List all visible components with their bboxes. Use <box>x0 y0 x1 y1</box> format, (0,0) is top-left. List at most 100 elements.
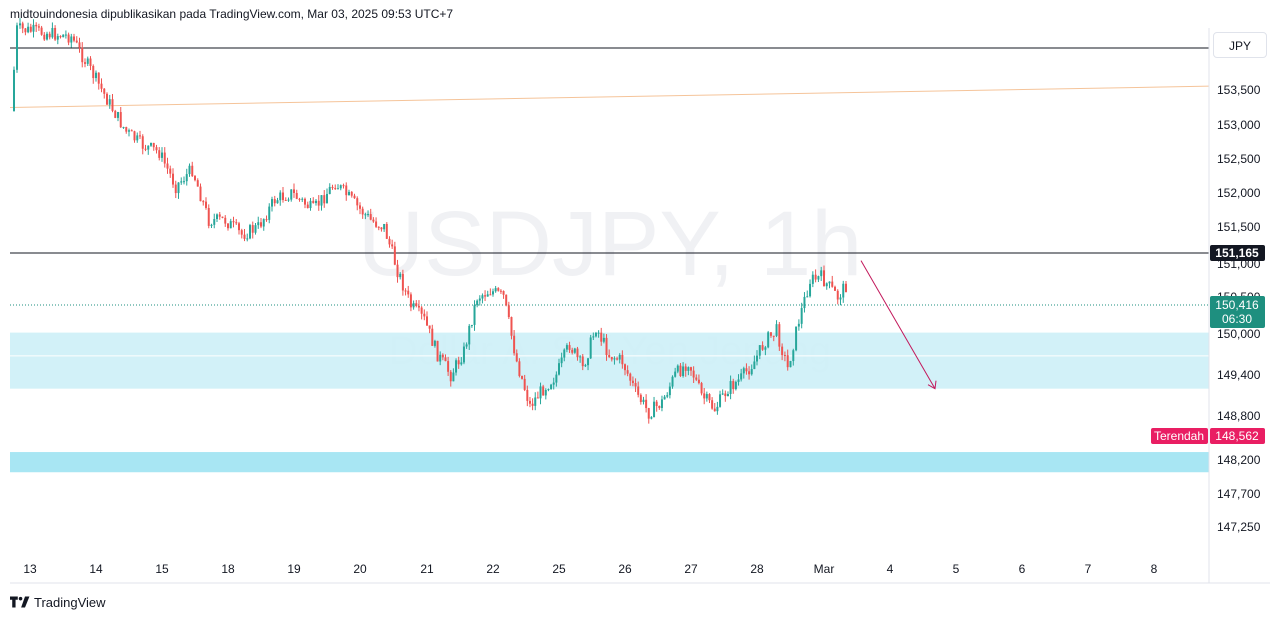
candle-body <box>462 346 465 363</box>
candle-body <box>642 399 645 402</box>
candle-body <box>839 297 842 300</box>
candle-body <box>653 401 656 418</box>
candle-body <box>249 225 251 239</box>
candle-body <box>388 238 391 245</box>
candle-body <box>428 325 431 329</box>
y-tick-label: 152,000 <box>1217 186 1261 200</box>
candle-body <box>460 362 463 365</box>
demand-zone <box>10 332 1209 389</box>
candle-body <box>703 393 706 399</box>
x-tick-label: 27 <box>684 562 698 576</box>
candle-body <box>141 136 144 149</box>
candle-body <box>251 225 254 233</box>
candle-body <box>409 294 412 308</box>
candle-body <box>59 36 62 38</box>
candle-body <box>690 367 692 371</box>
candle-body <box>304 198 306 205</box>
candle-body <box>668 386 671 396</box>
candle-body <box>139 135 141 137</box>
candle-body <box>492 291 494 295</box>
candle-body <box>199 186 202 202</box>
y-tick-label: 147,250 <box>1217 520 1261 534</box>
candle-body <box>629 373 632 381</box>
y-tick-label: 149,400 <box>1217 368 1261 382</box>
candle-body <box>232 221 235 223</box>
candle-body <box>732 381 735 390</box>
candle-body <box>287 199 290 201</box>
candle-body <box>359 205 361 209</box>
candle-body <box>803 296 806 309</box>
candle-body <box>592 336 595 338</box>
candle-body <box>750 369 753 375</box>
candle-body <box>315 200 317 204</box>
candle-body <box>326 193 328 204</box>
candle-body <box>825 283 828 287</box>
candle-body <box>372 219 375 222</box>
x-tick-label: 6 <box>1019 562 1026 576</box>
candle-body <box>323 195 326 204</box>
candle-body <box>713 408 716 412</box>
candle-body <box>497 288 500 291</box>
footer[interactable]: TradingView <box>10 593 106 611</box>
candle-body <box>73 36 75 41</box>
x-tick-label: 20 <box>353 562 367 576</box>
candle-body <box>484 295 487 297</box>
candle-body <box>605 337 608 356</box>
candle-body <box>97 72 100 84</box>
tradingview-logo-icon <box>10 596 30 608</box>
candle-body <box>542 386 545 396</box>
candle-body <box>243 234 246 239</box>
candle-body <box>377 226 380 228</box>
candle-body <box>594 332 597 337</box>
candle-body <box>600 332 603 342</box>
candle-body <box>624 364 626 371</box>
candle-body <box>128 130 130 132</box>
candle-body <box>273 199 276 204</box>
candle-body <box>155 147 158 151</box>
candle-body <box>674 371 677 377</box>
candle-body <box>660 399 663 408</box>
low-marker-price: 148,562 <box>1215 429 1259 443</box>
candle-body <box>631 380 634 384</box>
candle-body <box>268 206 271 220</box>
trend-line[interactable] <box>9 85 1210 108</box>
candle-body <box>35 24 38 27</box>
candle-body <box>740 373 743 380</box>
candle-body <box>587 358 590 366</box>
candle-body <box>119 112 122 128</box>
candle-body <box>510 317 513 336</box>
current-price-label: 150,416 <box>1215 298 1259 312</box>
candle-body <box>431 328 434 346</box>
candle-body <box>16 25 18 70</box>
candle-body <box>499 290 502 292</box>
candle-body <box>401 273 404 291</box>
candle-body <box>616 358 619 360</box>
candle-body <box>180 181 183 183</box>
candle-body <box>136 135 139 141</box>
candle-body <box>361 208 364 215</box>
candle-body <box>515 353 518 362</box>
y-tick-label: 153,500 <box>1217 83 1261 97</box>
candle-body <box>194 176 196 181</box>
candle-body <box>345 185 348 196</box>
candle-body <box>348 191 350 196</box>
candle-body <box>602 337 605 342</box>
candle-body <box>415 303 418 306</box>
candle-body <box>666 395 669 397</box>
current-price-tag <box>1210 296 1265 328</box>
candle-body <box>265 219 268 221</box>
candle-body <box>783 355 786 357</box>
candle-body <box>775 324 778 336</box>
candle-body <box>158 150 161 158</box>
candle-body <box>51 27 54 38</box>
projection-arrow[interactable] <box>860 260 936 389</box>
currency-badge[interactable]: JPY <box>1213 32 1267 58</box>
candle-body <box>621 354 624 365</box>
candle-body <box>70 36 73 43</box>
candle-body <box>271 199 273 207</box>
candle-body <box>502 291 505 295</box>
candle-body <box>555 374 558 383</box>
candle-body <box>547 389 550 391</box>
